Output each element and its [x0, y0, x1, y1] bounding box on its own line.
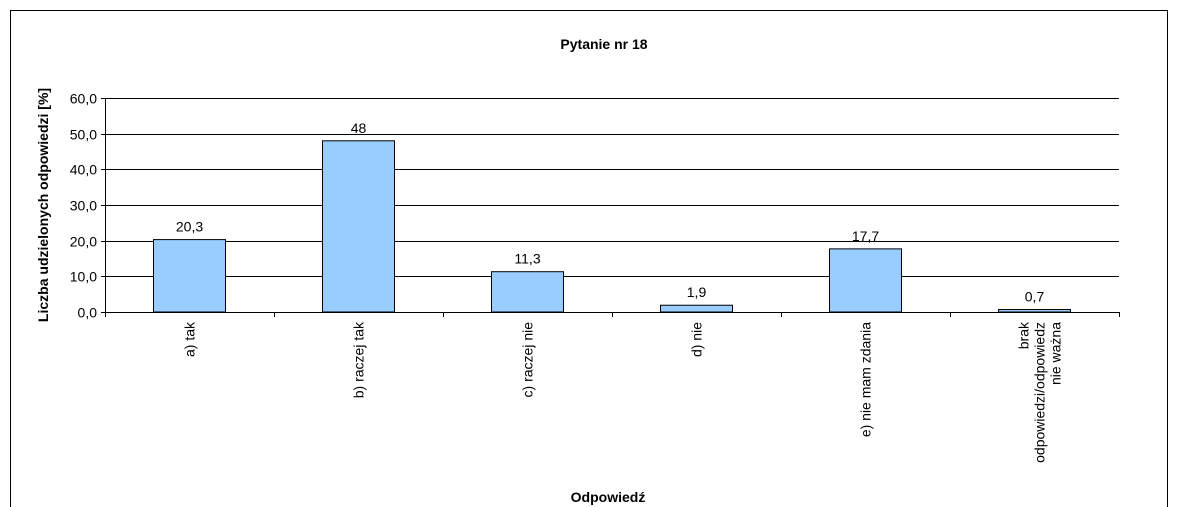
y-tick-label: 20,0	[70, 234, 97, 250]
value-label: 17,7	[852, 228, 879, 244]
value-label: 1,9	[687, 284, 707, 300]
bar	[153, 239, 226, 313]
y-tick-label: 40,0	[70, 162, 97, 178]
y-tick-label: 10,0	[70, 269, 97, 285]
value-label: 48	[351, 120, 367, 136]
bar	[660, 304, 733, 313]
y-tick-label: 60,0	[70, 91, 97, 107]
value-label: 20,3	[176, 219, 203, 235]
y-tick-label: 0,0	[78, 305, 98, 321]
x-tick-label: brakodpowiedzi/odpowiedznie ważna	[1015, 321, 1063, 463]
x-tick-label: d) nie	[689, 322, 705, 357]
bar	[998, 309, 1071, 313]
x-tick-label: c) raczej nie	[520, 322, 536, 398]
bar	[829, 248, 902, 313]
x-tick-label: b) raczej tak	[351, 321, 367, 398]
x-tick-label: a) tak	[182, 321, 198, 357]
bar	[322, 140, 395, 313]
chart-border	[10, 10, 1168, 507]
x-tick-label: e) nie mam zdania	[858, 322, 874, 437]
x-axis-label: Odpowiedź	[571, 489, 646, 505]
value-label: 0,7	[1025, 289, 1045, 305]
y-tick-label: 30,0	[70, 198, 97, 214]
bar	[491, 271, 564, 313]
y-tick-label: 50,0	[70, 127, 97, 143]
y-axis-label: Liczba udzielonych odpowiedzi [%]	[35, 88, 51, 322]
chart-title: Pytanie nr 18	[560, 36, 647, 52]
value-label: 11,3	[514, 251, 540, 267]
